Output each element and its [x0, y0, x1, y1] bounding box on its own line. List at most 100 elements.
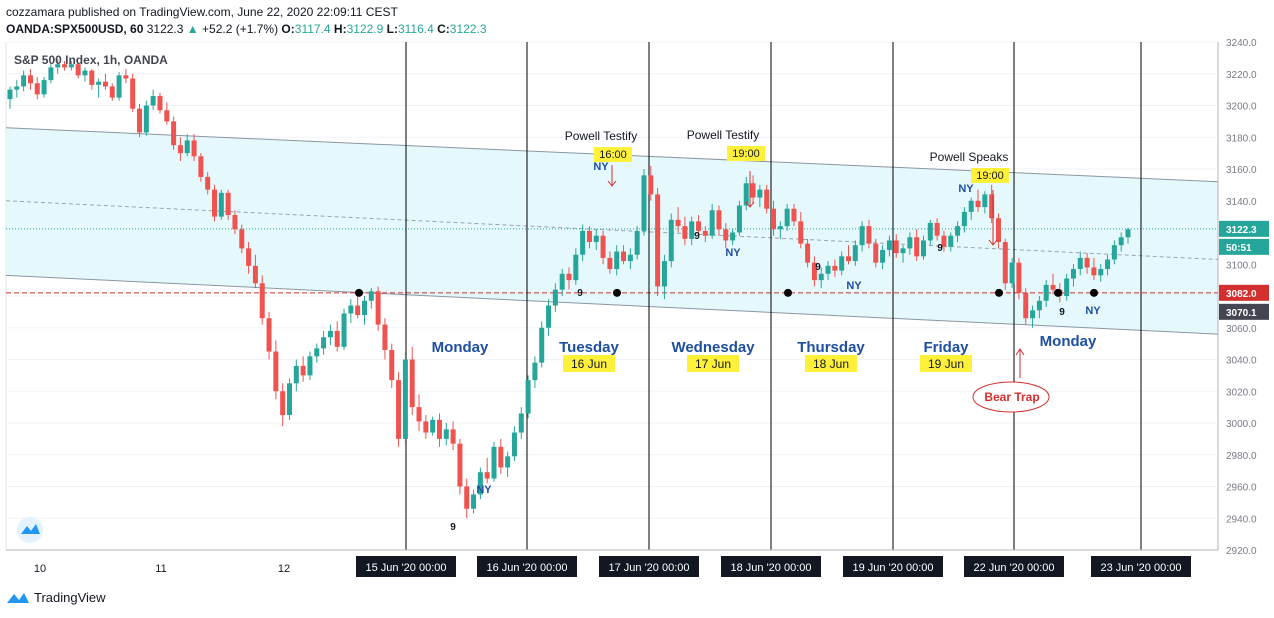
candle-body	[648, 175, 654, 195]
candle-body	[477, 472, 483, 495]
event-title: Powell Testify	[565, 129, 637, 143]
candle-body	[409, 359, 415, 408]
candle	[212, 184, 218, 222]
candle-body	[627, 254, 633, 262]
nine-count-label: 9	[450, 522, 456, 533]
day-date-label: 17 Jun	[695, 357, 731, 371]
candle-body	[1111, 245, 1117, 260]
candle-body	[252, 265, 258, 284]
event-arrow-head	[607, 180, 617, 187]
symbol-name[interactable]: OANDA:SPX500USD, 60	[6, 22, 144, 36]
candle	[852, 240, 858, 266]
candle-body	[123, 75, 129, 79]
candle-body	[968, 200, 974, 212]
candle-body	[293, 365, 299, 384]
candle	[68, 61, 74, 71]
chart-title: S&P 500 Index, 1h, OANDA	[14, 53, 168, 67]
candle-body	[75, 64, 81, 76]
candle	[573, 248, 579, 285]
candle-body	[818, 273, 824, 281]
day-date-label: 18 Jun	[813, 357, 849, 371]
candle	[109, 83, 115, 101]
candle	[89, 68, 95, 90]
day-label: Monday	[1040, 333, 1097, 350]
candle-body	[675, 219, 681, 227]
candle	[955, 221, 961, 243]
candle-body	[321, 337, 327, 349]
candle-body	[1064, 278, 1070, 296]
candle	[621, 245, 627, 265]
day-date-bg	[920, 355, 972, 372]
y-tick-label: 3160.0	[1226, 165, 1257, 176]
price-axis: 2920.0 2940.0 2960.0 2980.0 3000.0 3020.0 3040…	[1217, 38, 1269, 557]
candle	[491, 442, 497, 482]
event-title: Powell Speaks	[930, 150, 1009, 164]
candle	[300, 356, 306, 382]
candle-body	[423, 421, 429, 433]
candle-body	[1091, 267, 1097, 276]
candle-body	[505, 456, 511, 468]
candle-body	[941, 235, 947, 247]
candle	[525, 375, 531, 419]
y-tick-label: 3100.0	[1226, 260, 1257, 271]
channel-lower-line	[5, 274, 1219, 335]
session-tag	[843, 556, 943, 577]
y-tick-label: 3000.0	[1226, 419, 1257, 430]
candle	[975, 189, 981, 212]
candle-body	[198, 156, 204, 177]
candle	[423, 415, 429, 439]
candle-body	[102, 81, 108, 87]
candle-body	[212, 189, 218, 217]
candle	[1118, 232, 1124, 252]
candle-body	[471, 494, 477, 509]
event-time-bg	[594, 147, 632, 162]
candlesticks	[7, 59, 1131, 519]
candle-body	[109, 86, 115, 98]
candle-body	[948, 235, 954, 247]
session-tag-label: 23 Jun '20 00:00	[1100, 562, 1181, 574]
candle	[471, 489, 477, 514]
candle-body	[82, 70, 88, 76]
nine-count-label: 9	[1059, 307, 1065, 318]
candle-body	[266, 318, 272, 352]
x-tick-label: 10	[34, 563, 46, 575]
candle	[805, 238, 811, 268]
session-dividers	[405, 42, 1142, 550]
chart-header: cozzamara published on TradingView.com, …	[6, 4, 487, 38]
candle	[580, 224, 586, 262]
candle-body	[273, 351, 279, 392]
candle-body	[116, 75, 122, 98]
price-change: +52.2 (+1.7%)	[202, 22, 279, 36]
session-tag	[599, 556, 699, 577]
candle	[532, 356, 538, 389]
price-tag	[1219, 303, 1269, 320]
candle-body	[1036, 300, 1042, 311]
candle	[777, 221, 783, 239]
candle	[846, 245, 851, 265]
candle	[34, 76, 40, 100]
candle	[771, 200, 777, 236]
bear-trap-arrow-head	[1015, 348, 1025, 356]
candle-body	[934, 222, 940, 236]
footer-brand[interactable]: TradingView	[34, 590, 106, 605]
candle-body	[525, 380, 531, 414]
day-label: Monday	[432, 339, 489, 356]
candle	[859, 221, 865, 252]
channel-mid-line	[5, 200, 1219, 260]
candle-body	[634, 230, 640, 255]
candle-body	[416, 407, 422, 422]
ny-label: NY	[846, 280, 862, 292]
candle	[184, 134, 190, 157]
candle-body	[546, 305, 552, 328]
channel-fill	[6, 127, 1218, 335]
candle-body	[825, 265, 831, 274]
candle-body	[1023, 292, 1029, 319]
candle-body	[171, 121, 177, 146]
candle-body	[832, 265, 838, 271]
candle	[246, 242, 252, 274]
candle	[116, 72, 122, 101]
event-time-label: 19:00	[976, 170, 1004, 182]
candle	[375, 286, 381, 331]
